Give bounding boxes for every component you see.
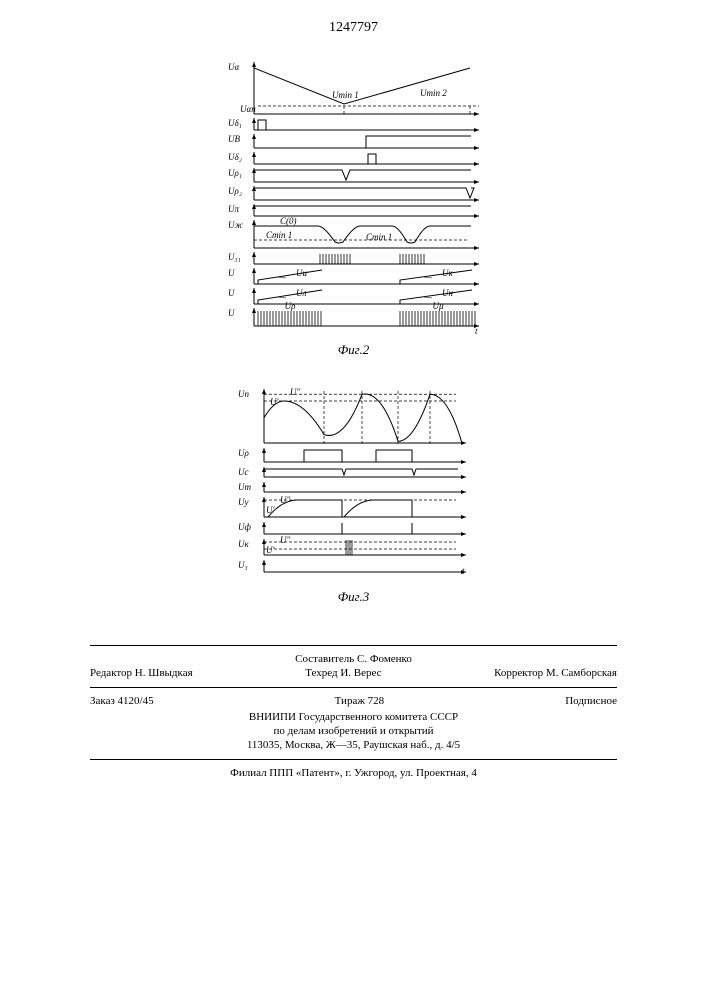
divider	[90, 687, 617, 688]
svg-text:Uρ: Uρ	[284, 301, 295, 311]
svg-text:Uп: Uп	[238, 389, 249, 399]
svg-text:Uδ₂: Uδ₂	[228, 152, 242, 162]
figure-3-caption: Фиг.3	[0, 589, 707, 605]
divider	[90, 645, 617, 646]
svg-text:Uπ: Uπ	[228, 204, 239, 214]
svg-text:U: U	[228, 268, 235, 278]
svg-text:U': U'	[266, 545, 275, 555]
svg-text:U: U	[228, 288, 235, 298]
figure-2-container: Uα Umin 1 Umin 2 Uαn Uδ₁ UВ Uδ₂ Uρ₁ Uρ₂ Uπ Uж С(0) C…	[0, 56, 707, 334]
page: 1247797 UαUmin 1Umin 2UαnUδ₁UВUδ₂Uρ₁Uρ₂U…	[0, 20, 707, 780]
tirage: Тираж 728	[335, 694, 385, 708]
subscription: Подписное	[565, 694, 617, 708]
svg-text:Uρ₁: Uρ₁	[228, 168, 242, 178]
svg-text:U'': U''	[290, 387, 301, 397]
org-line-2: по делам изобретений и открытий	[90, 724, 617, 738]
svg-text:U₃: U₃	[238, 560, 248, 570]
svg-text:U': U'	[266, 505, 275, 515]
svg-text:Umin 1: Umin 1	[332, 90, 359, 100]
svg-text:Uт: Uт	[238, 482, 251, 492]
svg-text:Uμ: Uμ	[432, 301, 443, 311]
svg-text:Uк: Uк	[442, 268, 453, 278]
svg-text:Uж: Uж	[228, 220, 243, 230]
order-number: Заказ 4120/45	[90, 694, 154, 708]
svg-text:Uк: Uк	[238, 539, 249, 549]
corrector-credit: Корректор М. Самборская	[494, 666, 617, 680]
svg-text:Uс: Uс	[238, 467, 249, 477]
svg-text:Uρ₂: Uρ₂	[228, 186, 242, 196]
svg-text:Uα: Uα	[228, 62, 239, 72]
svg-text:Uу: Uу	[238, 497, 249, 507]
address-line-1: 113035, Москва, Ж—35, Раушская наб., д. …	[90, 738, 617, 752]
svg-text:Uф: Uф	[238, 522, 251, 532]
figure-2-caption: Фиг.2	[0, 342, 707, 358]
divider	[90, 759, 617, 760]
svg-text:U'': U''	[280, 535, 291, 545]
svg-text:t: t	[475, 326, 478, 334]
svg-text:Uн: Uн	[442, 288, 453, 298]
svg-text:U: U	[228, 308, 235, 318]
techred-credit: Техред И. Верес	[305, 666, 381, 680]
svg-text:U'': U''	[280, 495, 291, 505]
svg-text:Uл: Uл	[296, 288, 306, 298]
patent-number: 1247797	[0, 20, 707, 36]
org-line-1: ВНИИПИ Государственного комитета СССР	[90, 710, 617, 724]
svg-text:UВ: UВ	[228, 134, 240, 144]
svg-text:Cmin 1: Cmin 1	[366, 232, 392, 242]
svg-text:Uρ: Uρ	[238, 448, 249, 458]
svg-text:Uαn: Uαn	[240, 104, 256, 114]
svg-text:Uи: Uи	[296, 268, 307, 278]
figure-3-container: Uп U' U'' Uρ Uс Uт Uу U' U'' Uф Uк U' U'' U₃ t	[0, 383, 707, 581]
credits-row: Редактор Н. Швыдкая Техред И. Верес Корр…	[90, 666, 617, 680]
svg-text:t: t	[462, 566, 465, 576]
figure-3: Uп U' U'' Uρ Uс Uт Uу U' U'' Uф Uк U' U'' U₃ t	[234, 383, 474, 581]
svg-text:U': U'	[270, 397, 279, 407]
svg-text:Cmin 1: Cmin 1	[266, 230, 292, 240]
print-row: Заказ 4120/45 Тираж 728 Подписное	[90, 694, 617, 708]
svg-text:С(0): С(0)	[280, 216, 297, 226]
footer: Составитель С. Фоменко Редактор Н. Швыдк…	[0, 645, 707, 780]
svg-text:Uδ₁: Uδ₁	[228, 118, 242, 128]
address-line-2: Филиал ППП «Патент», г. Ужгород, ул. Про…	[90, 766, 617, 780]
figure-2: Uα Umin 1 Umin 2 Uαn Uδ₁ UВ Uδ₂ Uρ₁ Uρ₂ Uπ Uж С(0) C…	[224, 56, 484, 334]
compiler-line: Составитель С. Фоменко	[90, 652, 617, 666]
svg-text:Umin 2: Umin 2	[420, 88, 447, 98]
svg-text:U₃₁: U₃₁	[228, 252, 241, 262]
editor-credit: Редактор Н. Швыдкая	[90, 666, 193, 680]
